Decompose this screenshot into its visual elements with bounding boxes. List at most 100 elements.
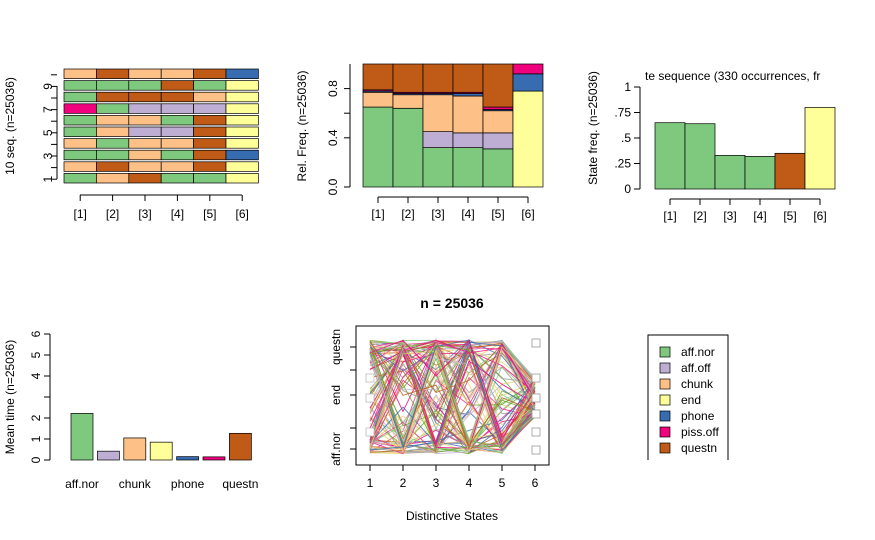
legend-panel: aff.nor aff.off chunk end phone piss.off quest… (647, 334, 729, 460)
mean-time-y-tick-label: 0 (29, 456, 43, 463)
parallel-line (369, 345, 536, 447)
parallel-line (369, 348, 536, 454)
index-cell (128, 115, 162, 126)
legend-swatch (659, 410, 671, 422)
modal-x-tick-label: [3] (723, 209, 736, 223)
mean-time-bar (123, 437, 147, 461)
index-y-tick-label: 1 (41, 176, 55, 183)
modal-bar (684, 123, 716, 190)
index-cell (225, 173, 259, 184)
modal-sequence-axes: 0 .25 .5 .75 1 [1] [2] [3] [4] [5] [6] (614, 80, 826, 223)
distribution-segment (452, 63, 484, 93)
index-cell (225, 161, 259, 172)
index-plot-ylabel: 10 seq. (n=25036) (3, 77, 17, 175)
index-cell (225, 149, 259, 161)
index-cell (193, 91, 227, 103)
index-cell (193, 126, 227, 137)
index-x-tick-label: [1] (74, 207, 87, 221)
distribution-segment (482, 63, 514, 108)
index-cell (96, 115, 130, 126)
parallel-line (369, 339, 536, 452)
parallel-line (369, 342, 536, 453)
mean-time-bar (202, 456, 226, 461)
parallel-line (369, 341, 536, 446)
index-x-tick-label: [4] (171, 207, 184, 221)
index-cell (225, 103, 259, 114)
parallel-coordinates-panel: n = 25036 1 2 3 4 5 6 aff.nor end questn Distinc… (329, 295, 550, 523)
distribution-segment (422, 131, 454, 148)
index-cell (225, 68, 259, 79)
distribution-x-tick-label: [4] (461, 207, 474, 221)
legend-label: piss.off (681, 425, 719, 439)
legend-swatch (659, 346, 671, 358)
distribution-segment (482, 132, 514, 150)
parallel-line (369, 349, 536, 448)
mean-time-bar (176, 456, 199, 461)
mean-time-x-label: aff.nor (65, 477, 99, 491)
index-cell (160, 161, 194, 172)
index-cell (225, 126, 259, 137)
index-cell (160, 126, 194, 137)
legend-box (647, 334, 729, 460)
parallel-x-tick-label: 2 (400, 476, 407, 490)
index-cell (225, 91, 259, 103)
distribution-x-tick-label: [2] (401, 207, 414, 221)
mean-time-x-label: phone (171, 477, 205, 491)
mean-time-bar (97, 450, 120, 461)
legend-swatch (659, 426, 671, 438)
parallel-x-tick-label: 4 (466, 476, 473, 490)
legend-label: aff.nor (681, 345, 715, 359)
index-y-tick-label: 9 (41, 83, 55, 90)
parallel-line (369, 342, 536, 407)
index-cell (160, 103, 194, 114)
parallel-marker (531, 373, 541, 383)
state-distribution-bars (362, 63, 544, 188)
modal-x-tick-label: [2] (693, 209, 706, 223)
parallel-line (369, 341, 536, 406)
index-y-tick-label: 3 (41, 152, 55, 159)
parallel-line (369, 346, 536, 454)
parallel-y-tick-label: aff.nor (329, 432, 343, 466)
distribution-segment (452, 95, 484, 134)
parallel-line (369, 339, 536, 385)
index-cell (225, 80, 259, 91)
legend-swatch (659, 378, 671, 390)
mean-time-y-tick-label: 1 (29, 435, 43, 442)
mean-time-ylabel: Mean time (n=25036) (3, 340, 17, 454)
index-cell (96, 173, 130, 184)
modal-bar (774, 152, 806, 190)
distribution-segment (512, 90, 544, 188)
modal-y-tick-label: .75 (614, 106, 631, 120)
index-cell (193, 115, 227, 126)
distribution-segment (482, 148, 514, 188)
modal-sequence-title: te sequence (330 occurrences, fr (645, 69, 820, 83)
parallel-axes: 1 2 3 4 5 6 aff.nor end questn (329, 325, 550, 490)
mean-time-bar (70, 413, 94, 461)
parallel-line (369, 340, 536, 447)
parallel-lines (369, 338, 536, 455)
distribution-segment (392, 107, 424, 188)
modal-bar (654, 122, 686, 190)
distribution-y-tick-label: 0.8 (326, 80, 340, 97)
index-cell (96, 149, 130, 161)
distribution-x-tick-label: [1] (371, 207, 384, 221)
distribution-segment (362, 63, 394, 91)
parallel-x-tick-label: 1 (367, 476, 374, 490)
index-cell (193, 138, 227, 149)
distribution-segment (422, 63, 454, 93)
legend-label: chunk (681, 377, 714, 391)
index-cell (63, 68, 97, 79)
mean-time-y-tick-label: 6 (29, 330, 43, 337)
modal-x-tick-label: [6] (813, 209, 826, 223)
legend-swatch (659, 442, 671, 454)
index-cell (128, 161, 162, 172)
index-cell (193, 173, 227, 184)
modal-y-tick-label: .25 (614, 157, 631, 171)
mean-time-bar (149, 441, 173, 461)
parallel-y-tick-label: end (329, 385, 343, 405)
mean-time-bars (70, 413, 252, 461)
index-cell (160, 149, 194, 161)
parallel-marker (365, 393, 375, 403)
state-distribution-panel: 0.0 0.4 0.8 [1] [2] [3] [4] [5] [6] Rel. Freq. (… (295, 63, 544, 221)
